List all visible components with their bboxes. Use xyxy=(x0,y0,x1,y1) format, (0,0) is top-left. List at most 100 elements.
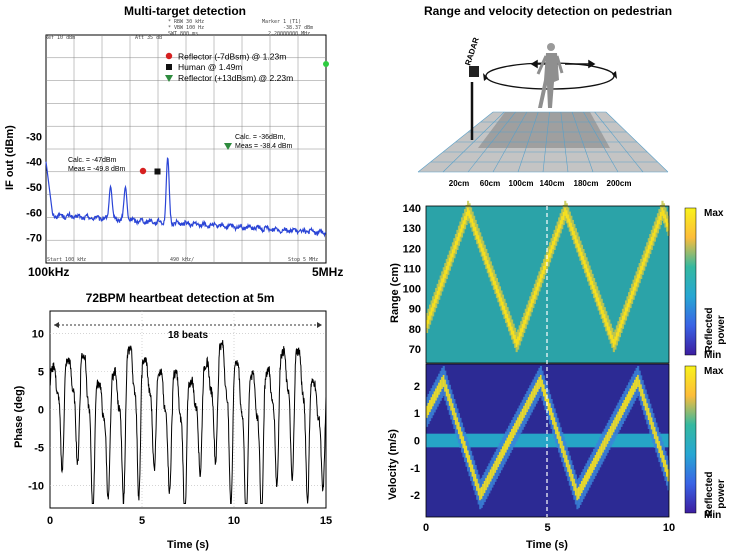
velocity-heat-core xyxy=(664,459,667,472)
velocity-heat-core xyxy=(511,428,514,442)
velocity-heat-core xyxy=(483,481,486,494)
velocity-heat-core xyxy=(538,376,541,389)
range-heat-core xyxy=(451,249,454,258)
range-heat-core xyxy=(442,274,445,283)
range-y-tick: 120 xyxy=(403,243,421,255)
range-heat-core xyxy=(620,319,623,328)
range-heat-core xyxy=(454,241,457,250)
annotation-2-meas: Meas = -38.4 dBm xyxy=(235,143,293,150)
velocity-heat-core xyxy=(629,388,632,401)
velocity-heat-core xyxy=(624,397,628,410)
velocity-heat-core xyxy=(547,398,550,411)
range-heat-core xyxy=(471,218,474,227)
instrument-header: Ref 10 dBm Att 35 dB * RBW 30 kHz * VBW … xyxy=(45,19,318,263)
range-heat-core xyxy=(512,330,515,339)
header-marker-val: -38.37 dBm xyxy=(283,25,313,31)
heartbeat-ticks: 0 5 10 15 10 5 0 -5 -10 xyxy=(28,329,332,527)
floor-grid xyxy=(417,111,669,173)
annotation-1-meas: Meas = -49.8 dBm xyxy=(68,166,126,173)
velocity-y-tick: -1 xyxy=(410,463,420,475)
range-heat-core xyxy=(427,315,430,324)
range-heat-core xyxy=(485,255,488,265)
velocity-heat-core xyxy=(549,403,552,416)
heartbeat-panel: 72BPM heartbeat detection at 5m 0 5 10 15 10… xyxy=(13,291,332,551)
range-heat-core xyxy=(429,311,432,320)
range-heat-core xyxy=(549,249,552,258)
range-heat-core xyxy=(635,278,638,287)
velocity-heat-core xyxy=(585,472,588,485)
velocity-heat-core xyxy=(473,469,476,482)
velocity-heat-core xyxy=(529,394,532,407)
range-heat-core xyxy=(468,210,471,219)
range-heat-core xyxy=(567,214,570,223)
velocity-heat-core xyxy=(430,397,433,410)
range-heat-core xyxy=(506,314,509,323)
velocity-heat-core xyxy=(573,478,576,491)
range-heat-core xyxy=(497,289,500,298)
heartbeat-y-tick: 5 xyxy=(38,367,44,379)
velocity-heat-core xyxy=(646,403,649,416)
velocity-heat-core xyxy=(508,434,511,447)
velocity-colorbar xyxy=(684,365,697,514)
velocity-heat-core xyxy=(582,478,585,491)
spectrum-y-tick: -30 xyxy=(26,131,42,143)
velocity-heat-core xyxy=(486,475,489,488)
range-heat-core xyxy=(555,232,558,241)
header-start: Start 100 kHz xyxy=(47,257,86,263)
velocity-heat-core xyxy=(436,385,439,398)
heartbeat-y-tick: -5 xyxy=(34,442,44,454)
range-heat-core xyxy=(615,332,618,341)
heartbeat-x-tick: 5 xyxy=(139,515,145,527)
velocity-heat-core xyxy=(617,411,620,424)
velocity-heat-core xyxy=(594,455,597,468)
range-heat-core xyxy=(638,270,641,279)
velocity-heat-core xyxy=(659,445,663,458)
heartbeat-y-label: Phase (deg) xyxy=(13,385,25,448)
spectrum-y-ticks: -30 -40 -50 -60 -70 xyxy=(26,131,42,244)
header-marker: Marker 1 (T1) xyxy=(262,19,301,25)
range-heat-core xyxy=(508,318,511,327)
spectrum-y-tick: -40 xyxy=(26,157,42,169)
header-rbw: * RBW 30 kHz xyxy=(168,19,204,25)
range-heat-core xyxy=(570,222,573,231)
range-heat-core xyxy=(662,210,666,219)
beats-label: 18 beats xyxy=(168,330,208,341)
range-heat-core xyxy=(655,224,658,233)
velocity-heat-core xyxy=(665,464,669,477)
heartbeat-y-tick: 10 xyxy=(32,329,44,341)
pedestrian-arms xyxy=(536,55,564,75)
velocity-heat-core xyxy=(445,384,448,397)
range-heat-core xyxy=(426,319,429,328)
heartbeat-title: 72BPM heartbeat detection at 5m xyxy=(86,291,275,305)
range-heat-core xyxy=(647,245,650,254)
velocity-heat-core xyxy=(467,450,470,463)
range-heat-core xyxy=(644,253,647,262)
velocity-heat-core xyxy=(482,483,485,496)
range-heat-core xyxy=(473,222,476,231)
range-heat-core xyxy=(501,301,505,310)
range-heat-core xyxy=(447,261,450,270)
range-heat-core xyxy=(441,278,444,287)
velocity-heat-core xyxy=(606,431,609,444)
range-heat-core xyxy=(590,276,593,285)
range-heat-core xyxy=(539,274,543,283)
velocity-heat-core xyxy=(638,379,641,392)
velocity-heat-core xyxy=(649,412,652,425)
range-heat-core xyxy=(470,214,473,223)
range-heat-core xyxy=(432,303,435,312)
velocity-heat-core xyxy=(451,403,454,416)
floor-shadow xyxy=(478,112,610,148)
heartbeat-y-tick: -10 xyxy=(28,480,44,492)
header-marker-freq: 2.20000000 MHz xyxy=(268,31,310,37)
velocity-heat-core xyxy=(561,441,564,454)
header-stop: Stop 5 MHz xyxy=(288,257,318,263)
radar-label: RADAR xyxy=(463,36,481,66)
velocity-heat-core xyxy=(643,393,646,406)
velocity-heat-core xyxy=(521,408,524,421)
velocity-heat-core xyxy=(591,460,594,473)
velocity-heat-core xyxy=(509,431,512,444)
velocity-x-tick: 0 xyxy=(423,522,429,534)
range-heat-core xyxy=(535,286,538,295)
velocity-heat-core xyxy=(463,441,467,454)
velocity-heat-core xyxy=(634,379,637,392)
